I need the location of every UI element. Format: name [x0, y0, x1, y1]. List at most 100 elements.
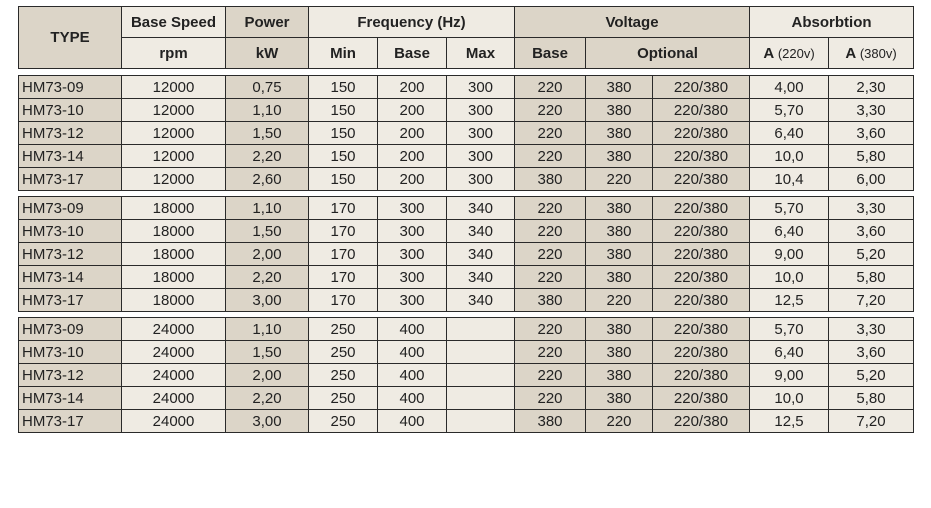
header-freq-min: Min [308, 37, 378, 69]
cell-volt-opt2: 220/380 [651, 144, 751, 168]
cell-a380: 3,30 [828, 196, 915, 220]
cell-a220: 5,70 [749, 196, 830, 220]
cell-a380: 3,60 [828, 340, 915, 364]
cell-a380: 7,20 [828, 288, 915, 312]
cell-freq-min: 250 [308, 340, 378, 364]
cell-freq-min: 150 [308, 167, 378, 191]
cell-base-speed: 24000 [121, 340, 226, 364]
cell-a220: 10,0 [749, 265, 830, 289]
cell-power: 2,60 [225, 167, 309, 191]
cell-a220: 6,40 [749, 340, 830, 364]
cell-freq-base: 200 [377, 121, 447, 145]
cell-volt-opt1: 380 [585, 265, 653, 289]
cell-freq-max: 300 [446, 75, 515, 99]
cell-freq-base: 200 [377, 98, 447, 122]
header-frequency: Frequency (Hz) [308, 6, 515, 38]
cell-type: HM73-09 [18, 317, 122, 341]
cell-volt-base: 380 [514, 288, 586, 312]
cell-volt-opt1: 220 [585, 288, 653, 312]
cell-freq-max: 300 [446, 121, 515, 145]
cell-a220: 10,4 [749, 167, 830, 191]
cell-freq-base: 200 [377, 144, 447, 168]
cell-freq-min: 250 [308, 409, 378, 433]
table-row: HM73-17 18000 3,00 170 300 340 380 220 220/380 12… [18, 288, 915, 312]
cell-freq-min: 250 [308, 363, 378, 387]
header-volt-base: Base [514, 37, 586, 69]
cell-freq-min: 250 [308, 317, 378, 341]
cell-power: 3,00 [225, 409, 309, 433]
cell-power: 2,20 [225, 386, 309, 410]
cell-type: HM73-09 [18, 196, 122, 220]
header-base-speed: Base Speed [121, 6, 226, 38]
cell-freq-max: 340 [446, 288, 515, 312]
cell-a380: 3,30 [828, 98, 915, 122]
cell-freq-base: 400 [377, 409, 447, 433]
cell-volt-base: 220 [514, 144, 586, 168]
cell-freq-min: 170 [308, 265, 378, 289]
cell-freq-max: 300 [446, 144, 515, 168]
a220-label: A [763, 44, 774, 62]
cell-freq-min: 170 [308, 196, 378, 220]
cell-freq-min: 150 [308, 144, 378, 168]
header-freq-base: Base [377, 37, 447, 69]
cell-volt-opt1: 380 [585, 121, 653, 145]
cell-type: HM73-17 [18, 288, 122, 312]
table-row: HM73-09 18000 1,10 170 300 340 220 380 220/380 5,… [18, 196, 915, 220]
cell-freq-max [446, 409, 515, 433]
cell-volt-opt1: 220 [585, 409, 653, 433]
cell-freq-max: 340 [446, 196, 515, 220]
cell-freq-min: 150 [308, 75, 378, 99]
table-row: HM73-12 18000 2,00 170 300 340 220 380 220/380 9,… [18, 242, 915, 266]
cell-power: 1,10 [225, 98, 309, 122]
a380-unit: (380v) [859, 45, 897, 61]
cell-power: 1,50 [225, 340, 309, 364]
cell-freq-base: 400 [377, 386, 447, 410]
cell-freq-base: 200 [377, 167, 447, 191]
cell-freq-min: 170 [308, 219, 378, 243]
cell-volt-opt2: 220/380 [651, 98, 751, 122]
table-row: HM73-10 24000 1,50 250 400 220 380 220/380 6,40 3… [18, 340, 915, 364]
cell-freq-min: 250 [308, 386, 378, 410]
table-row: HM73-14 24000 2,20 250 400 220 380 220/380 10,0 5… [18, 386, 915, 410]
cell-power: 1,50 [225, 219, 309, 243]
cell-power: 2,00 [225, 242, 309, 266]
cell-type: HM73-09 [18, 75, 122, 99]
cell-freq-base: 300 [377, 265, 447, 289]
cell-volt-base: 220 [514, 265, 586, 289]
cell-volt-opt1: 380 [585, 219, 653, 243]
cell-volt-opt2: 220/380 [651, 196, 751, 220]
cell-base-speed: 18000 [121, 265, 226, 289]
cell-volt-opt1: 380 [585, 386, 653, 410]
cell-volt-opt2: 220/380 [651, 340, 751, 364]
header-voltage: Voltage [513, 6, 751, 38]
header-power: Power [225, 6, 309, 38]
cell-volt-opt2: 220/380 [651, 219, 751, 243]
cell-freq-base: 200 [377, 75, 447, 99]
cell-volt-opt1: 380 [585, 340, 653, 364]
cell-power: 3,00 [225, 288, 309, 312]
cell-volt-opt2: 220/380 [651, 386, 751, 410]
cell-volt-base: 220 [514, 340, 586, 364]
table-row: HM73-14 18000 2,20 170 300 340 220 380 220/380 10… [18, 265, 915, 289]
cell-a380: 5,80 [828, 386, 915, 410]
cell-volt-opt2: 220/380 [651, 265, 751, 289]
table-row: HM73-09 12000 0,75 150 200 300 220 380 220/380 4,… [18, 75, 915, 99]
cell-power: 0,75 [225, 75, 309, 99]
cell-freq-max: 300 [446, 98, 515, 122]
cell-a220: 10,0 [749, 386, 830, 410]
cell-freq-base: 300 [377, 219, 447, 243]
cell-volt-base: 220 [514, 363, 586, 387]
cell-freq-min: 150 [308, 98, 378, 122]
cell-volt-base: 220 [514, 196, 586, 220]
cell-a380: 5,20 [828, 242, 915, 266]
cell-power: 2,00 [225, 363, 309, 387]
cell-freq-max: 340 [446, 219, 515, 243]
cell-volt-base: 220 [514, 98, 586, 122]
cell-type: HM73-17 [18, 409, 122, 433]
cell-freq-base: 400 [377, 363, 447, 387]
cell-a380: 3,60 [828, 219, 915, 243]
header-kw: kW [225, 37, 309, 69]
cell-freq-max: 300 [446, 167, 515, 191]
cell-freq-base: 400 [377, 317, 447, 341]
cell-type: HM73-10 [18, 219, 122, 243]
